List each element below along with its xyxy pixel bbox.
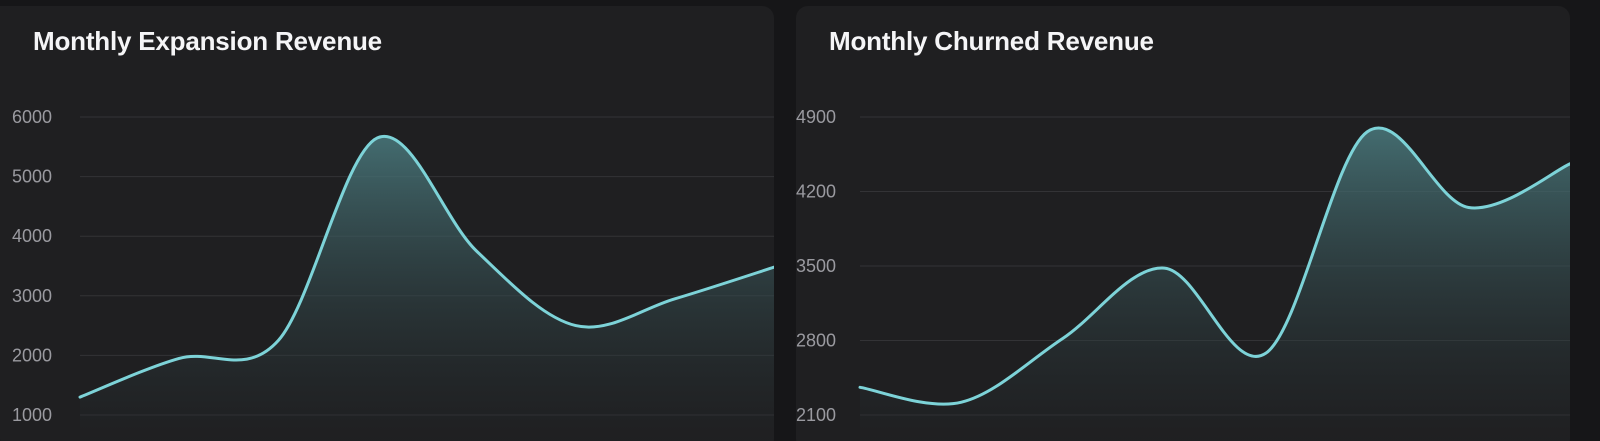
y-tick-label: 4200: [796, 182, 836, 202]
series-area: [860, 128, 1570, 441]
panel-title: Monthly Churned Revenue: [829, 26, 1154, 56]
y-tick-label: 4900: [796, 107, 836, 127]
y-tick-label: 2100: [796, 405, 836, 425]
series-area: [80, 136, 774, 441]
y-tick-label: 6000: [12, 107, 52, 127]
y-tick-label: 2000: [12, 345, 52, 365]
series-line: [858, 126, 1570, 406]
y-tick-label: 4000: [12, 226, 52, 246]
y-tick-label: 5000: [12, 167, 52, 187]
y-tick-label: 2800: [796, 331, 836, 351]
churned-revenue-panel: Monthly Churned Revenue 4900 4200 3500 2800…: [796, 6, 1570, 441]
y-tick-label: 3000: [12, 286, 52, 306]
panel-title: Monthly Expansion Revenue: [33, 26, 382, 56]
expansion-revenue-chart: 6000 5000 4000 3000 2000 1000: [12, 107, 774, 441]
y-tick-label: 3500: [796, 256, 836, 276]
series-line: [78, 134, 774, 399]
churned-revenue-chart: 4900 4200 3500 2800 2100: [796, 107, 1570, 441]
y-tick-label: 1000: [12, 405, 52, 425]
expansion-revenue-panel: Monthly Expansion Revenue 6000 5000 4000 30…: [0, 6, 774, 441]
